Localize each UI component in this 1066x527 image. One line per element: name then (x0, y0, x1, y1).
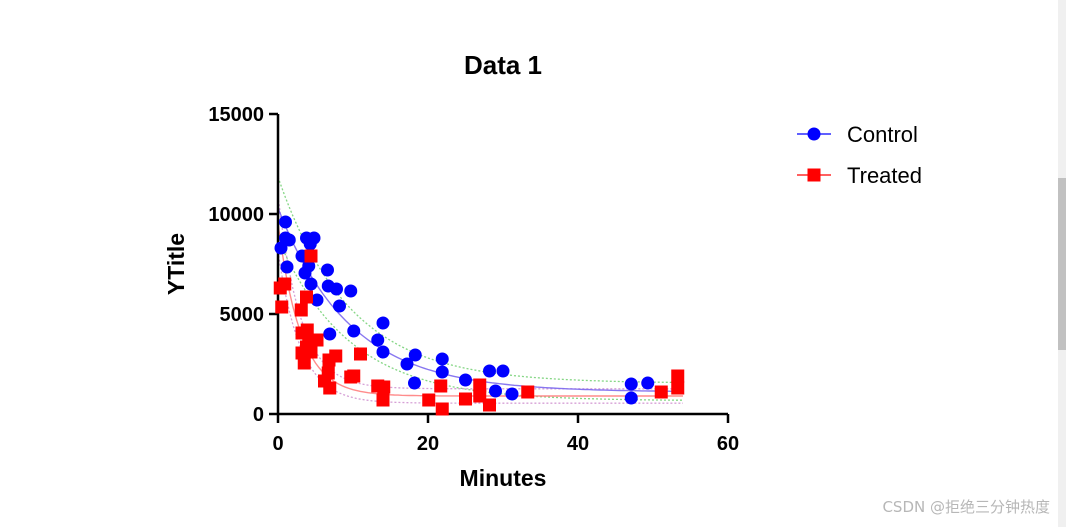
data-point-control (280, 260, 294, 274)
y-tick-label: 15000 (208, 104, 264, 126)
data-point-control (347, 324, 361, 338)
data-point-control (310, 293, 324, 307)
data-point-treated (304, 345, 318, 359)
data-point-control (376, 316, 390, 330)
data-point-control (624, 391, 638, 405)
data-point-control (435, 365, 449, 379)
legend: Control Treated (797, 122, 922, 188)
ci-upper-1 (277, 196, 683, 390)
y-tick-label: 5000 (220, 304, 265, 326)
data-point-control (489, 384, 502, 398)
data-point-control (321, 263, 334, 277)
data-point-control (304, 277, 318, 291)
data-point-control (435, 352, 449, 366)
data-point-treated (654, 385, 668, 399)
data-point-treated (297, 356, 311, 370)
data-point-treated (354, 347, 367, 361)
data-point-treated (473, 378, 487, 392)
data-point-control (459, 373, 472, 387)
x-tick-label: 40 (567, 433, 589, 455)
scrollbar-thumb[interactable] (1058, 178, 1066, 350)
data-point-control (371, 333, 385, 347)
chart-title: Data 1 (464, 50, 542, 80)
chart-labels: 0 5000 10000 15000 0 20 40 60 Data 1 Minutes YTitl… (163, 50, 739, 491)
data-point-control (333, 299, 346, 313)
data-point-treated (321, 366, 335, 380)
data-point-control (302, 259, 316, 273)
data-point-control (624, 377, 638, 391)
data-point-treated (304, 249, 318, 263)
data-point-treated (521, 385, 535, 399)
x-axis-title: Minutes (460, 465, 547, 491)
legend-label-treated: Treated (847, 163, 922, 188)
ci-lower-1 (277, 251, 683, 404)
data-point-treated (310, 333, 324, 347)
legend-marker-control (807, 127, 821, 141)
legend-label-control: Control (847, 122, 918, 147)
data-point-treated (294, 303, 308, 317)
x-tick-label: 20 (417, 433, 439, 455)
data-point-treated (434, 379, 448, 393)
data-point-control (483, 364, 496, 378)
y-axis-title: YTitle (163, 233, 189, 295)
data-points (273, 215, 685, 416)
data-point-control (505, 387, 519, 401)
data-point-control (274, 241, 288, 255)
vertical-scrollbar[interactable] (1058, 0, 1066, 527)
data-point-treated (275, 300, 289, 314)
ci-lower-0 (277, 238, 683, 401)
data-point-treated (376, 393, 390, 407)
data-point-treated (300, 290, 313, 304)
data-point-treated (377, 380, 391, 394)
data-point-treated (323, 381, 337, 395)
data-point-treated (435, 402, 449, 416)
data-point-control (408, 376, 421, 390)
data-point-treated (300, 323, 314, 337)
data-point-treated (671, 381, 685, 395)
data-point-control (282, 233, 296, 247)
data-point-control (496, 364, 510, 378)
axes (269, 112, 730, 423)
data-point-treated (422, 393, 436, 407)
y-tick-label: 10000 (208, 204, 264, 226)
data-point-control (344, 284, 358, 298)
x-tick-label: 0 (272, 433, 283, 455)
x-tick-label: 60 (717, 433, 739, 455)
data-point-treated (671, 369, 685, 383)
ci-upper-0 (277, 176, 683, 384)
data-point-control (307, 231, 321, 245)
data-point-control (408, 348, 422, 362)
data-point-treated (459, 392, 472, 406)
data-point-treated (329, 349, 343, 363)
data-point-treated (278, 277, 292, 291)
data-point-control (330, 282, 343, 296)
data-point-control (323, 327, 337, 341)
legend-marker-treated (807, 168, 821, 182)
y-tick-label: 0 (253, 404, 264, 426)
data-point-control (279, 215, 292, 229)
watermark-text: CSDN @拒绝三分钟热度 (882, 498, 1050, 516)
data-point-control (400, 357, 414, 371)
data-point-control (641, 376, 655, 390)
data-point-control (376, 345, 390, 359)
data-point-treated (483, 398, 496, 412)
data-point-treated (347, 369, 361, 383)
